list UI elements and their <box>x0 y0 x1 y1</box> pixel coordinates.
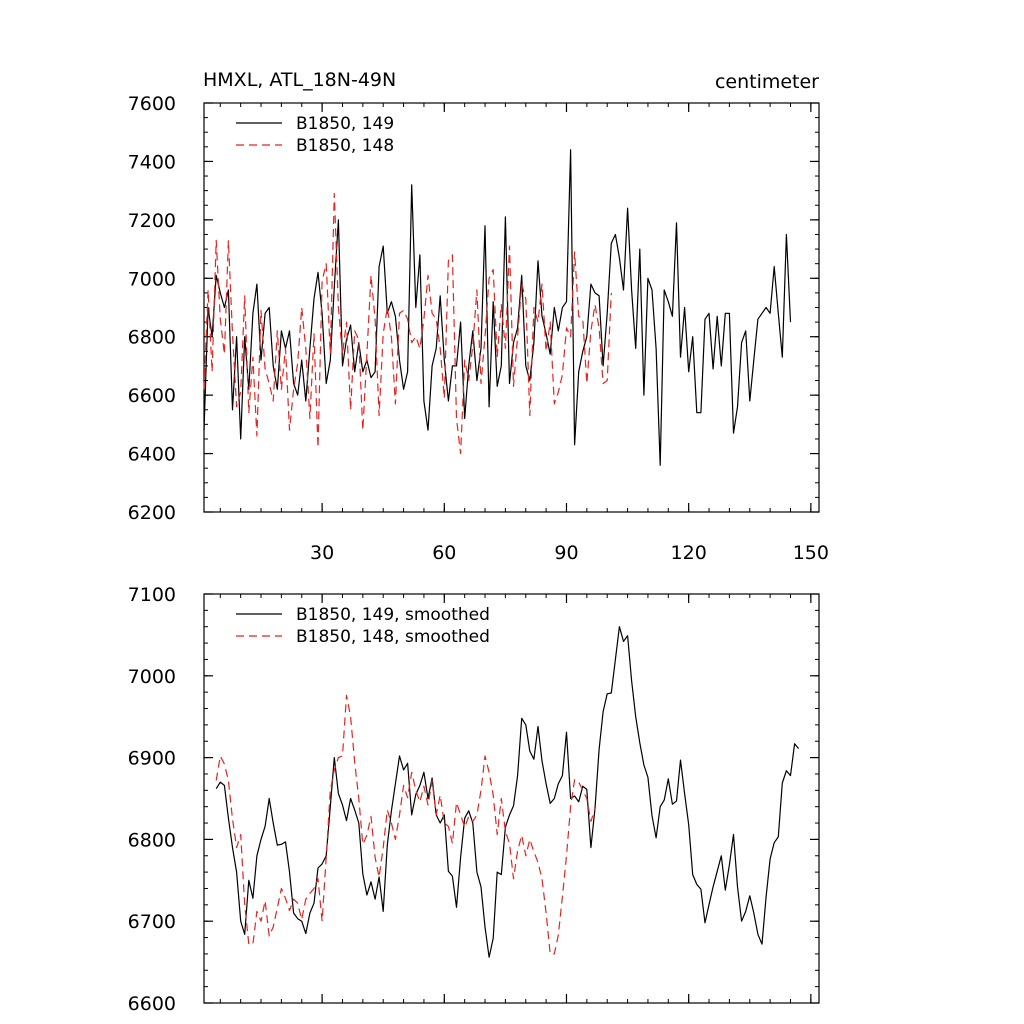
top-x-tick-label: 120 <box>671 542 707 564</box>
bottom-plot-frame <box>203 593 820 1004</box>
bottom-y-tick-label: 6900 <box>128 748 176 770</box>
bottom-y-tick-label: 6800 <box>128 829 176 851</box>
top-y-tick-label: 6600 <box>128 385 176 407</box>
top-y-tick-label: 7400 <box>128 151 176 173</box>
top-series-2-line <box>203 193 612 455</box>
bottom-y-tick-label: 6600 <box>128 993 176 1015</box>
top-panel: 30 60 90 120 150 6200 6400 6600 6800 7000 7200 7400… <box>128 93 829 564</box>
bottom-series-2-line <box>215 694 596 955</box>
top-y-tick-label: 6200 <box>128 502 176 524</box>
bottom-y-tick-label: 7100 <box>128 584 176 606</box>
top-y-tick-label: 6800 <box>128 327 176 349</box>
top-x-tick-label: 150 <box>793 542 829 564</box>
top-x-tick-label: 60 <box>432 542 456 564</box>
bottom-panel: 6600 6700 6800 6900 7000 7100 B1850, 149, smoo… <box>128 584 820 1015</box>
bottom-legend-label-1: B1850, 149, smoothed <box>296 605 490 625</box>
top-y-tick-label: 7200 <box>128 210 176 232</box>
top-y-tick-label: 6400 <box>128 444 176 466</box>
bottom-series-1-line <box>215 626 800 958</box>
bottom-y-tick-label: 6700 <box>128 911 176 933</box>
top-legend-label-1: B1850, 149 <box>296 114 394 134</box>
top-x-tick-label: 30 <box>310 542 334 564</box>
units-label: centimeter <box>715 71 819 93</box>
top-y-tick-label: 7600 <box>128 93 176 115</box>
top-y-tick-label: 7000 <box>128 268 176 290</box>
bottom-y-tick-label: 7000 <box>128 666 176 688</box>
plot-title: HMXL, ATL_18N-49N <box>203 69 396 91</box>
top-legend-label-2: B1850, 148 <box>296 136 394 156</box>
bottom-legend-label-2: B1850, 148, smoothed <box>296 627 490 647</box>
top-x-tick-label: 90 <box>554 542 578 564</box>
top-series-1-line <box>203 149 792 466</box>
